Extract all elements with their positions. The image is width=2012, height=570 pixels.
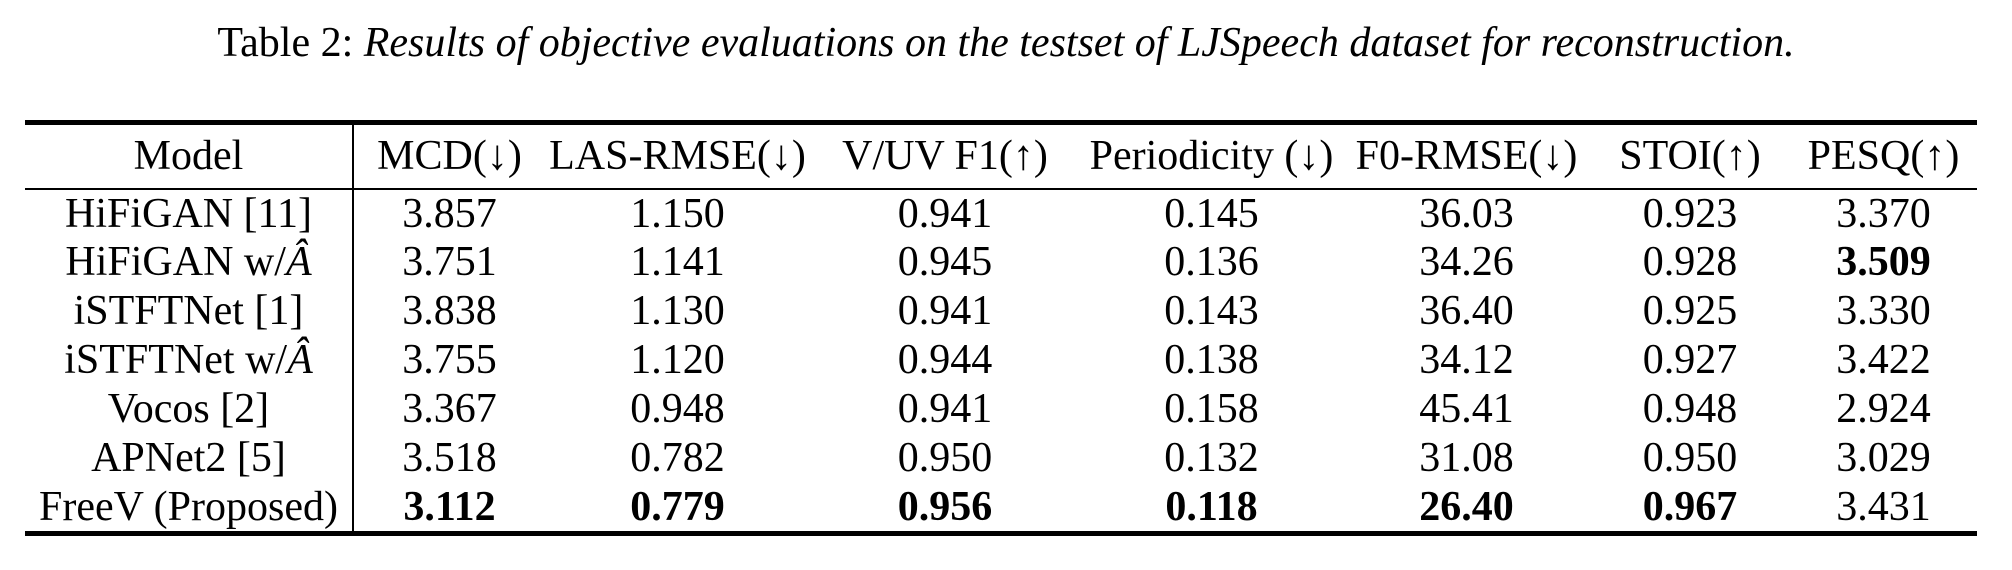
table-caption: Table 2: Results of objective evaluation… [0, 18, 2012, 68]
metric-value: 0.925 [1642, 288, 1738, 334]
metric-value: 0.967 [1642, 483, 1738, 530]
metric-value: 1.141 [630, 239, 725, 285]
metric-value: 34.12 [1419, 337, 1514, 383]
metric-value: 0.927 [1642, 337, 1738, 383]
metric-value: 3.751 [352, 237, 545, 287]
metric-value: 3.509 [1836, 239, 1931, 285]
metric-value: 3.367 [352, 384, 545, 434]
col-header-f0-rmse: F0-RMSE(↓) [1355, 133, 1578, 180]
metric-value: 36.03 [1419, 190, 1514, 237]
metric-value: 0.956 [897, 483, 993, 530]
col-header-mcd: MCD(↓) [352, 122, 545, 189]
metric-value: 3.112 [352, 482, 545, 533]
col-header-stoi: STOI(↑) [1619, 133, 1761, 180]
metric-value: 1.150 [630, 190, 725, 237]
metric-value: 0.782 [630, 435, 725, 481]
metric-value: 34.26 [1419, 239, 1514, 285]
col-header-vuv-f1: V/UV F1(↑) [842, 133, 1048, 180]
caption-label: Table 2: [217, 20, 354, 66]
col-header-pesq: PESQ(↑) [1807, 133, 1960, 180]
table-row: APNet2 [5] 3.518 0.782 0.950 0.132 31.08 0.950… [25, 433, 1977, 483]
metric-value: 0.928 [1642, 239, 1738, 285]
metric-value: 3.857 [352, 188, 545, 238]
metric-value: 0.136 [1164, 239, 1259, 285]
table-row: iSTFTNet [1] 3.838 1.130 0.941 0.143 36.40 0.9… [25, 286, 1977, 336]
metric-value: 0.145 [1164, 190, 1259, 237]
metric-value: 0.923 [1642, 190, 1738, 237]
table-row: iSTFTNet w/Â 3.755 1.120 0.944 0.138 34.12 0.9… [25, 335, 1977, 385]
model-name: APNet2 [5] [91, 435, 286, 481]
metric-value: 0.950 [897, 435, 993, 481]
model-name: iSTFTNet w/Â [64, 337, 313, 383]
metric-value: 1.120 [630, 337, 725, 383]
metric-value: 0.941 [897, 386, 993, 432]
col-header-periodicity: Periodicity (↓) [1089, 133, 1334, 180]
metric-value: 0.158 [1164, 386, 1259, 432]
metric-value: 26.40 [1419, 483, 1514, 530]
metric-value: 3.422 [1836, 337, 1931, 383]
metric-value: 2.924 [1836, 386, 1931, 432]
metric-value: 0.941 [897, 190, 993, 237]
col-header-model: Model [133, 133, 244, 180]
metric-value: 3.755 [352, 335, 545, 385]
table-body: HiFiGAN [11] 3.857 1.150 0.941 0.145 36.03 0.9… [25, 188, 1977, 533]
metric-value: 3.029 [1836, 435, 1931, 481]
model-name: FreeV (Proposed) [38, 483, 338, 530]
metric-value: 0.941 [897, 288, 993, 334]
metric-value: 3.431 [1836, 483, 1931, 530]
metric-value: 0.945 [897, 239, 993, 285]
metric-value: 0.948 [630, 386, 725, 432]
model-name: HiFiGAN w/Â [65, 239, 312, 285]
header-row: Model MCD(↓) LAS-RMSE(↓) V/UV F1(↑) Peri… [25, 122, 1977, 189]
model-name: Vocos [2] [107, 386, 270, 432]
metric-value: 1.130 [630, 288, 725, 334]
model-name: HiFiGAN [11] [65, 190, 312, 237]
table-row: Vocos [2] 3.367 0.948 0.941 0.158 45.41 0.948 2… [25, 384, 1977, 434]
col-header-las-rmse: LAS-RMSE(↓) [549, 133, 806, 180]
model-name-italic-suffix: Â [287, 337, 313, 383]
caption-text: Results of objective evaluations on the … [363, 20, 1795, 66]
table-row: HiFiGAN w/Â 3.751 1.141 0.945 0.136 34.26 0.92… [25, 237, 1977, 287]
metric-value: 0.118 [1165, 483, 1258, 530]
model-name-italic-suffix: Â [285, 239, 312, 285]
table-row: FreeV (Proposed) 3.112 0.779 0.956 0.118 26.4… [25, 482, 1977, 533]
table-row: HiFiGAN [11] 3.857 1.150 0.941 0.145 36.03 0.9… [25, 188, 1977, 238]
metric-value: 0.132 [1164, 435, 1259, 481]
metric-value: 45.41 [1419, 386, 1514, 432]
metric-value: 3.518 [352, 433, 545, 483]
metric-value: 0.948 [1642, 386, 1738, 432]
metric-value: 0.779 [630, 483, 725, 530]
metric-value: 31.08 [1419, 435, 1514, 481]
metric-value: 3.370 [1836, 190, 1931, 237]
metric-value: 0.950 [1642, 435, 1738, 481]
metric-value: 36.40 [1419, 288, 1514, 334]
metric-value: 3.330 [1836, 288, 1931, 334]
metric-value: 0.138 [1164, 337, 1259, 383]
results-table: Model MCD(↓) LAS-RMSE(↓) V/UV F1(↑) Peri… [25, 120, 1977, 536]
metric-value: 0.944 [897, 337, 993, 383]
metric-value: 3.838 [352, 286, 545, 336]
model-name: iSTFTNet [1] [73, 288, 304, 334]
metric-value: 0.143 [1164, 288, 1259, 334]
